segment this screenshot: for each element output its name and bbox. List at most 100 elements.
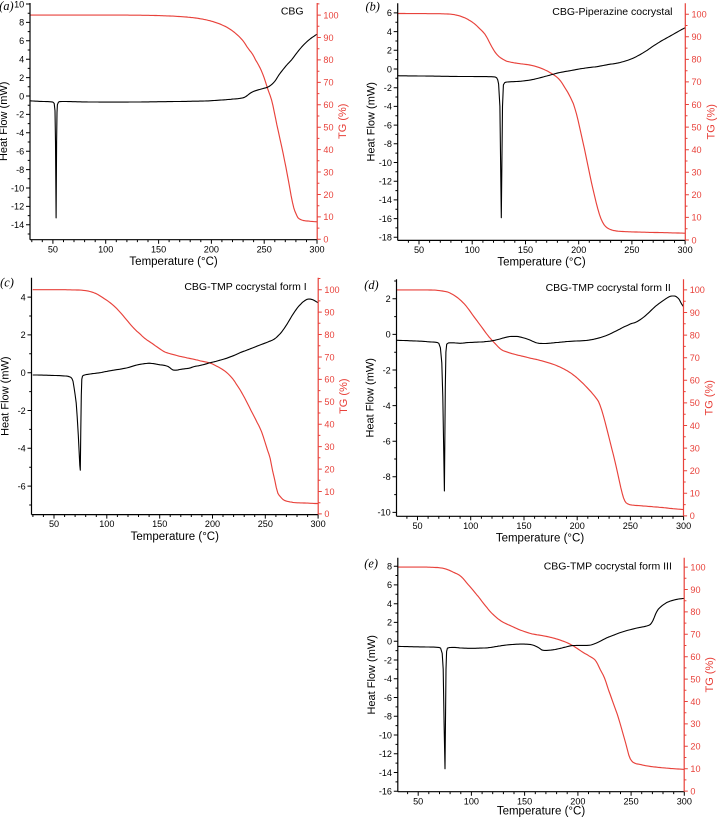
svg-text:-16: -16 bbox=[379, 214, 392, 224]
svg-text:(a): (a) bbox=[0, 0, 14, 13]
svg-text:0: 0 bbox=[387, 637, 392, 647]
svg-text:8: 8 bbox=[387, 562, 392, 572]
svg-text:300: 300 bbox=[311, 519, 326, 529]
svg-text:-6: -6 bbox=[384, 693, 392, 703]
svg-text:30: 30 bbox=[692, 168, 702, 178]
svg-text:250: 250 bbox=[623, 521, 638, 531]
svg-text:4: 4 bbox=[387, 599, 392, 609]
svg-text:4: 4 bbox=[19, 55, 24, 65]
svg-text:TG (%): TG (%) bbox=[337, 104, 349, 139]
svg-text:0: 0 bbox=[692, 235, 697, 245]
svg-text:-14: -14 bbox=[379, 195, 392, 205]
svg-text:250: 250 bbox=[624, 796, 639, 806]
svg-text:0: 0 bbox=[387, 64, 392, 74]
svg-text:80: 80 bbox=[690, 607, 700, 617]
svg-text:CBG-TMP cocrystal form III: CBG-TMP cocrystal form III bbox=[544, 561, 672, 573]
svg-text:-8: -8 bbox=[384, 139, 392, 149]
svg-text:100: 100 bbox=[690, 285, 705, 295]
svg-text:10: 10 bbox=[323, 212, 333, 222]
svg-text:300: 300 bbox=[676, 521, 691, 531]
svg-text:6: 6 bbox=[387, 580, 392, 590]
svg-text:-2: -2 bbox=[18, 406, 26, 416]
svg-text:60: 60 bbox=[690, 376, 700, 386]
svg-text:TG (%): TG (%) bbox=[704, 380, 716, 415]
svg-text:-4: -4 bbox=[16, 128, 24, 138]
svg-text:50: 50 bbox=[49, 519, 59, 529]
svg-text:Temperature (°C): Temperature (°C) bbox=[497, 257, 585, 269]
svg-text:-2: -2 bbox=[16, 110, 24, 120]
svg-text:-6: -6 bbox=[18, 481, 26, 491]
svg-text:-16: -16 bbox=[379, 787, 392, 797]
svg-text:CBG-Piperazine cocrystal: CBG-Piperazine cocrystal bbox=[552, 6, 672, 18]
svg-text:-14: -14 bbox=[11, 220, 24, 230]
svg-text:10: 10 bbox=[690, 489, 700, 499]
svg-text:100: 100 bbox=[465, 245, 480, 255]
svg-text:30: 30 bbox=[690, 719, 700, 729]
svg-text:100: 100 bbox=[690, 562, 705, 572]
svg-text:250: 250 bbox=[257, 244, 272, 254]
svg-text:250: 250 bbox=[624, 245, 639, 255]
svg-text:10: 10 bbox=[692, 213, 702, 223]
svg-text:-2: -2 bbox=[384, 83, 392, 93]
svg-text:-4: -4 bbox=[18, 444, 26, 454]
svg-text:150: 150 bbox=[516, 521, 531, 531]
svg-text:300: 300 bbox=[309, 244, 324, 254]
svg-text:Heat Flow (mW): Heat Flow (mW) bbox=[0, 356, 12, 435]
svg-text:4: 4 bbox=[387, 27, 392, 37]
svg-text:150: 150 bbox=[151, 244, 166, 254]
svg-text:70: 70 bbox=[690, 353, 700, 363]
svg-text:250: 250 bbox=[258, 519, 273, 529]
svg-text:0: 0 bbox=[690, 786, 695, 796]
svg-text:2: 2 bbox=[19, 73, 24, 83]
svg-text:-4: -4 bbox=[384, 102, 392, 112]
svg-text:20: 20 bbox=[324, 464, 334, 474]
svg-text:-4: -4 bbox=[383, 401, 391, 411]
svg-text:30: 30 bbox=[323, 167, 333, 177]
svg-text:70: 70 bbox=[324, 352, 334, 362]
svg-text:-8: -8 bbox=[384, 712, 392, 722]
svg-text:2: 2 bbox=[386, 294, 391, 304]
svg-text:50: 50 bbox=[690, 398, 700, 408]
svg-text:Temperature (°C): Temperature (°C) bbox=[129, 256, 217, 268]
svg-text:20: 20 bbox=[692, 190, 702, 200]
svg-text:-6: -6 bbox=[384, 120, 392, 130]
svg-text:10: 10 bbox=[14, 0, 24, 9]
svg-text:100: 100 bbox=[692, 10, 707, 20]
svg-text:80: 80 bbox=[323, 55, 333, 65]
svg-text:90: 90 bbox=[692, 32, 702, 42]
svg-text:50: 50 bbox=[412, 521, 422, 531]
svg-text:30: 30 bbox=[324, 442, 334, 452]
svg-text:100: 100 bbox=[99, 519, 114, 529]
svg-text:-10: -10 bbox=[379, 158, 392, 168]
svg-text:70: 70 bbox=[690, 630, 700, 640]
svg-text:30: 30 bbox=[690, 443, 700, 453]
svg-text:80: 80 bbox=[324, 330, 334, 340]
svg-text:0: 0 bbox=[690, 511, 695, 521]
svg-text:TG (%): TG (%) bbox=[705, 104, 717, 139]
svg-text:60: 60 bbox=[323, 100, 333, 110]
svg-text:TG (%): TG (%) bbox=[338, 378, 350, 413]
svg-text:-14: -14 bbox=[379, 768, 392, 778]
svg-text:90: 90 bbox=[324, 307, 334, 317]
svg-text:50: 50 bbox=[692, 122, 702, 132]
svg-text:20: 20 bbox=[323, 190, 333, 200]
svg-text:80: 80 bbox=[692, 55, 702, 65]
svg-text:-8: -8 bbox=[383, 472, 391, 482]
svg-text:8: 8 bbox=[19, 18, 24, 28]
svg-text:300: 300 bbox=[678, 245, 693, 255]
svg-text:0: 0 bbox=[323, 235, 328, 245]
svg-text:50: 50 bbox=[413, 796, 423, 806]
svg-text:(b): (b) bbox=[366, 0, 380, 13]
svg-text:-2: -2 bbox=[383, 365, 391, 375]
svg-text:2: 2 bbox=[387, 618, 392, 628]
svg-text:-10: -10 bbox=[11, 183, 24, 193]
svg-text:-18: -18 bbox=[379, 233, 392, 243]
svg-text:150: 150 bbox=[152, 519, 167, 529]
svg-text:40: 40 bbox=[692, 145, 702, 155]
svg-text:150: 150 bbox=[517, 796, 532, 806]
svg-text:CBG: CBG bbox=[281, 6, 304, 18]
svg-text:-8: -8 bbox=[16, 165, 24, 175]
svg-text:150: 150 bbox=[518, 245, 533, 255]
svg-text:(d): (d) bbox=[364, 278, 378, 292]
svg-text:50: 50 bbox=[414, 245, 424, 255]
